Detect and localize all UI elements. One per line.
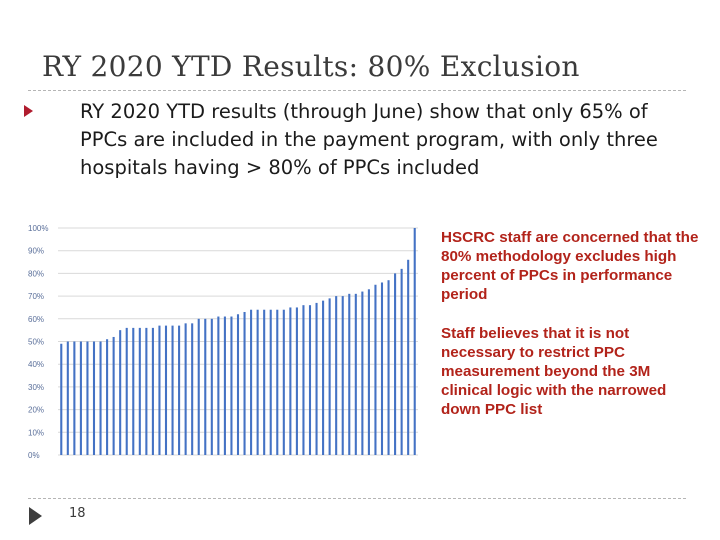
y-tick-label: 20% <box>28 406 44 415</box>
bars <box>60 228 416 455</box>
bar <box>387 280 390 455</box>
bar <box>158 325 161 455</box>
bar <box>354 293 357 455</box>
bar <box>125 327 128 455</box>
footer-arrow-icon <box>29 507 42 525</box>
bar <box>236 314 240 455</box>
bar <box>210 318 213 455</box>
bar <box>92 341 96 455</box>
bar <box>119 330 122 455</box>
footer-divider <box>28 498 686 499</box>
bar <box>367 289 370 455</box>
bar <box>132 327 135 455</box>
bar <box>289 307 292 455</box>
y-tick-label: 0% <box>28 451 40 460</box>
bar <box>223 316 226 455</box>
y-tick-label: 60% <box>28 315 44 324</box>
bar <box>394 273 397 455</box>
bar <box>60 343 63 455</box>
bar <box>315 302 318 455</box>
y-tick-label: 90% <box>28 247 44 256</box>
bar <box>374 284 377 455</box>
bar <box>302 305 305 455</box>
bar <box>308 305 312 455</box>
bar <box>276 309 279 455</box>
y-tick-label: 50% <box>28 338 44 347</box>
bar <box>106 339 109 455</box>
bar <box>99 341 102 455</box>
bar <box>79 341 82 455</box>
y-tick-label: 40% <box>28 360 44 369</box>
bar <box>256 309 259 455</box>
note-staff-concern: HSCRC staff are concerned that the 80% m… <box>441 229 699 303</box>
y-tick-label: 10% <box>28 428 44 437</box>
y-tick-label: 80% <box>28 269 44 278</box>
y-axis-tick-labels: 0% 10% 20% 30% 40% 50% 60% 70% 80% 90% 100% <box>28 224 48 460</box>
bar <box>413 228 416 455</box>
bar <box>250 309 253 455</box>
bar <box>322 300 325 455</box>
bar <box>73 341 76 455</box>
bar <box>66 341 69 455</box>
y-tick-label: 100% <box>28 224 48 233</box>
bar <box>197 318 200 455</box>
bar <box>164 325 168 455</box>
note-staff-belief: Staff believes that it is not necessary … <box>441 325 667 418</box>
bar <box>112 336 115 455</box>
bar <box>230 316 233 455</box>
bar <box>151 327 154 455</box>
bar <box>295 307 298 455</box>
page-number: 18 <box>69 506 86 521</box>
bullet-arrow-icon <box>24 105 33 117</box>
side-notes: HSCRC staff are concerned that the 80% m… <box>441 228 701 439</box>
bar <box>400 268 403 455</box>
bar <box>263 309 266 455</box>
bar <box>171 325 174 455</box>
bar <box>145 327 148 455</box>
bar <box>335 296 338 455</box>
bar <box>282 309 285 455</box>
bar <box>191 323 194 455</box>
bar <box>380 282 384 455</box>
bar <box>243 311 246 455</box>
bar <box>407 259 410 455</box>
y-tick-label: 70% <box>28 292 44 301</box>
bar <box>178 325 181 455</box>
bar <box>328 298 331 455</box>
chart-svg: 0% 10% 20% 30% 40% 50% 60% 70% 80% 90% 100% <box>28 224 418 460</box>
bar <box>341 296 344 455</box>
bar <box>204 318 207 455</box>
slide-title: RY 2020 YTD Results: 80% Exclusion <box>42 50 580 83</box>
bar <box>184 323 187 455</box>
title-divider <box>28 90 686 91</box>
bar <box>348 293 351 455</box>
bar <box>138 327 141 455</box>
bar <box>86 341 89 455</box>
bar-chart: 0% 10% 20% 30% 40% 50% 60% 70% 80% 90% 100% <box>10 215 430 471</box>
bar <box>269 309 272 455</box>
bar <box>217 316 220 455</box>
y-tick-label: 30% <box>28 383 44 392</box>
bar <box>361 291 364 455</box>
bullet-text: RY 2020 YTD results (through June) show … <box>80 100 658 179</box>
